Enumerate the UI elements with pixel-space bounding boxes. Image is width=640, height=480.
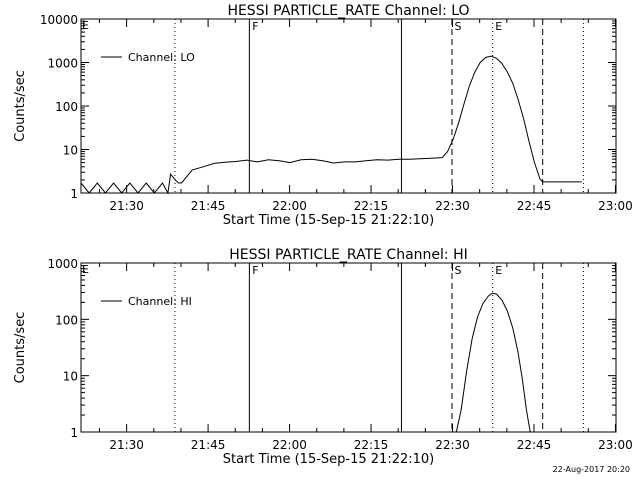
panel2-xtick-label-6: 22:45: [517, 438, 552, 452]
panel2-marker-label-e: E: [495, 264, 502, 277]
panel1-xtick-label-3: 22:00: [272, 199, 307, 213]
panel1-marker-label-s: S: [454, 20, 461, 33]
panel1-ytick-label-1: 1: [70, 187, 78, 201]
panel1-xtick-label-7: 23:00: [598, 199, 633, 213]
panel1-ytick-label-4: 1000: [47, 57, 78, 71]
panel1-ytick-label-2: 10: [63, 144, 78, 158]
footer-timestamp: 22-Aug-2017 20:20: [552, 465, 630, 474]
panel2-marker-label-f: F: [252, 264, 258, 277]
panel2-title: HESSI PARTICLE_RATE Channel: HI: [229, 247, 467, 263]
panel2-xtick-label-3: 22:00: [272, 438, 307, 452]
panel2-xtick-label-5: 22:30: [435, 438, 470, 452]
panel1-xlabel: Start Time (15-Sep-15 21:22:10): [223, 213, 434, 228]
panel1-xtick-label-5: 22:30: [435, 199, 470, 213]
panel2-xlabel: Start Time (15-Sep-15 21:22:10): [223, 452, 434, 467]
panel2-xtick-label-1: 21:30: [109, 438, 144, 452]
panel2-legend-label: Channel: HI: [128, 295, 192, 308]
panel2-ytick-label-4: 1000: [47, 257, 78, 271]
panel2-ytick-label-1: 1: [70, 426, 78, 440]
panel1-marker-label-e: E: [495, 20, 502, 33]
panel2-xtick-label-4: 22:15: [354, 438, 389, 452]
panel1-xtick-label-1: 21:30: [109, 199, 144, 213]
panel2-marker-label-s: S: [454, 264, 461, 277]
panel2-ytick-label-2: 10: [63, 370, 78, 384]
panel2-corner-marker: E: [82, 263, 89, 276]
panel2-axes-frame: [80, 262, 617, 433]
panel2-ylabel: Counts/sec: [13, 312, 28, 384]
panel1-corner-marker: E: [82, 19, 89, 32]
panel1-series-line-1: [80, 55, 582, 195]
panel2-xtick-label-2: 21:45: [191, 438, 226, 452]
panel2-ytick-label-3: 100: [55, 313, 78, 327]
panel1-legend-label: Channel: LO: [128, 51, 195, 64]
panel2-xtick-label-7: 23:00: [598, 438, 633, 452]
panel1-ytick-label-5: 10000: [40, 13, 78, 27]
panel1-marker-label-f: F: [252, 20, 258, 33]
panel1-title: HESSI PARTICLE_RATE Channel: LO: [227, 3, 469, 19]
panel1-xtick-label-2: 21:45: [191, 199, 226, 213]
panel1-ylabel: Counts/sec: [13, 70, 28, 142]
panel2-series-line-1: [455, 292, 531, 433]
panel1-xtick-label-6: 22:45: [517, 199, 552, 213]
panel1-xtick-label-4: 22:15: [354, 199, 389, 213]
panel1-ytick-label-3: 100: [55, 100, 78, 114]
